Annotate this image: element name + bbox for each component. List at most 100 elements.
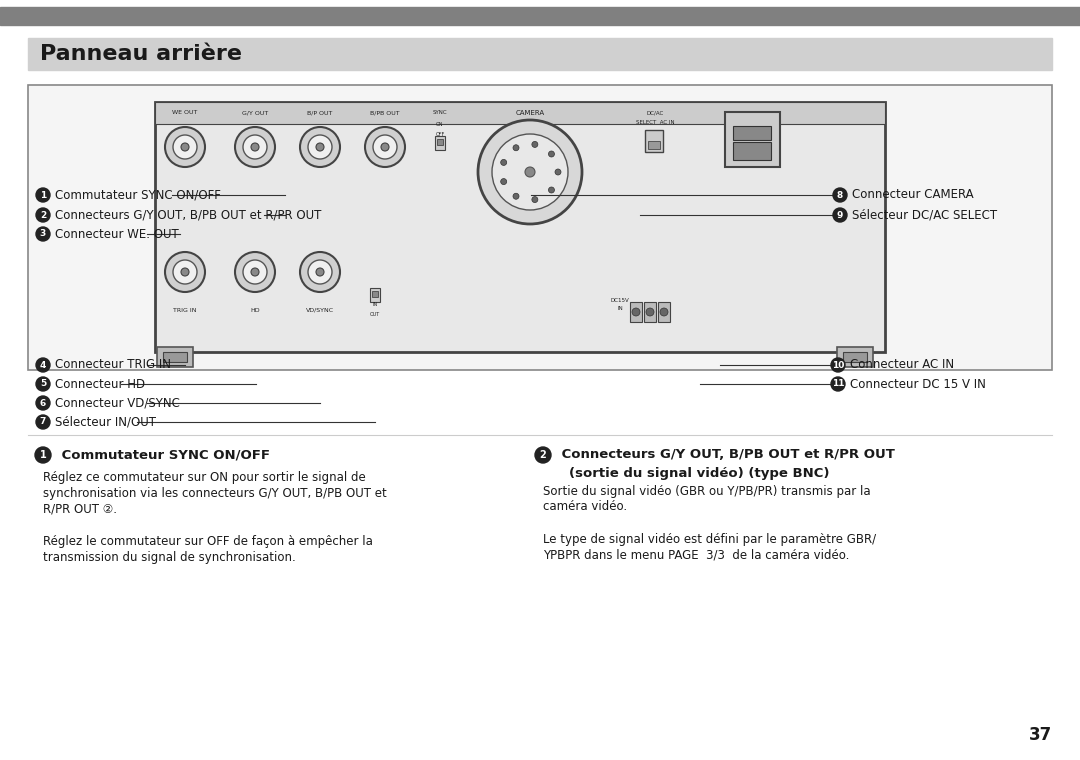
Text: ON: ON xyxy=(436,122,444,126)
Circle shape xyxy=(181,268,189,276)
Text: 3: 3 xyxy=(40,230,46,239)
Text: 8: 8 xyxy=(837,191,843,200)
Circle shape xyxy=(660,308,669,316)
Text: SELECT  AC IN: SELECT AC IN xyxy=(636,119,674,125)
Bar xyxy=(370,288,380,302)
Bar xyxy=(0,7,1080,25)
Circle shape xyxy=(831,377,845,391)
Text: TRIG IN: TRIG IN xyxy=(173,308,197,312)
Circle shape xyxy=(165,252,205,292)
Text: 10: 10 xyxy=(832,360,845,369)
Text: B/PB OUT: B/PB OUT xyxy=(370,110,400,116)
Circle shape xyxy=(36,396,50,410)
Circle shape xyxy=(525,167,535,177)
Circle shape xyxy=(36,208,50,222)
Circle shape xyxy=(492,134,568,210)
Text: HD: HD xyxy=(251,308,260,312)
Text: transmission du signal de synchronisation.: transmission du signal de synchronisatio… xyxy=(43,550,296,563)
Circle shape xyxy=(833,208,847,222)
Circle shape xyxy=(632,308,640,316)
Circle shape xyxy=(251,268,259,276)
Text: 6: 6 xyxy=(40,398,46,407)
Circle shape xyxy=(308,260,332,284)
Circle shape xyxy=(243,260,267,284)
Circle shape xyxy=(531,197,538,203)
Bar xyxy=(843,352,867,362)
Text: Connecteur AC IN: Connecteur AC IN xyxy=(850,359,954,372)
Text: DC/AC: DC/AC xyxy=(646,110,663,116)
Bar xyxy=(630,302,642,322)
Text: 11: 11 xyxy=(832,379,845,388)
Text: 5: 5 xyxy=(40,379,46,388)
Text: Connecteur DC 15 V IN: Connecteur DC 15 V IN xyxy=(850,378,986,391)
Text: OFF: OFF xyxy=(435,131,445,137)
Text: WE OUT: WE OUT xyxy=(173,110,198,116)
Bar xyxy=(435,136,445,150)
Bar xyxy=(156,102,885,124)
Text: Sortie du signal vidéo (GBR ou Y/PB/PR) transmis par la: Sortie du signal vidéo (GBR ou Y/PB/PR) … xyxy=(543,485,870,498)
Text: G/Y OUT: G/Y OUT xyxy=(242,110,268,116)
Circle shape xyxy=(501,179,507,185)
Circle shape xyxy=(365,127,405,167)
Circle shape xyxy=(381,143,389,151)
Circle shape xyxy=(36,227,50,241)
Text: Réglez ce commutateur sur ON pour sortir le signal de: Réglez ce commutateur sur ON pour sortir… xyxy=(43,470,366,483)
Text: 9: 9 xyxy=(837,211,843,220)
Text: 1: 1 xyxy=(40,191,46,200)
Circle shape xyxy=(173,260,197,284)
Bar xyxy=(372,291,378,297)
Circle shape xyxy=(251,143,259,151)
Bar xyxy=(725,112,780,167)
Text: CAMERA: CAMERA xyxy=(515,110,544,116)
Circle shape xyxy=(35,447,51,463)
Text: 2: 2 xyxy=(540,450,546,460)
Text: caméra vidéo.: caméra vidéo. xyxy=(543,501,627,514)
Text: YPBPR dans le menu PAGE  3/3  de la caméra vidéo.: YPBPR dans le menu PAGE 3/3 de la caméra… xyxy=(543,549,849,562)
Circle shape xyxy=(36,415,50,429)
Circle shape xyxy=(833,188,847,202)
Circle shape xyxy=(181,143,189,151)
Text: Sélecteur DC/AC SELECT: Sélecteur DC/AC SELECT xyxy=(852,208,997,221)
Circle shape xyxy=(308,135,332,159)
Text: Le type de signal vidéo est défini par le paramètre GBR/: Le type de signal vidéo est défini par l… xyxy=(543,533,876,546)
Bar xyxy=(733,142,771,160)
Circle shape xyxy=(173,135,197,159)
Bar xyxy=(644,302,656,322)
Circle shape xyxy=(531,141,538,147)
Circle shape xyxy=(316,143,324,151)
Circle shape xyxy=(300,127,340,167)
Circle shape xyxy=(513,193,519,199)
Text: Connecteur HD: Connecteur HD xyxy=(55,378,145,391)
Text: 37: 37 xyxy=(1028,726,1052,744)
Circle shape xyxy=(535,447,551,463)
Text: Commutateur SYNC ON/OFF: Commutateur SYNC ON/OFF xyxy=(57,448,270,461)
Text: 7: 7 xyxy=(40,417,46,426)
Text: 2: 2 xyxy=(40,211,46,220)
Bar xyxy=(437,139,443,145)
Text: Réglez le commutateur sur OFF de façon à empêcher la: Réglez le commutateur sur OFF de façon à… xyxy=(43,534,373,547)
Circle shape xyxy=(513,144,519,150)
Circle shape xyxy=(316,268,324,276)
Circle shape xyxy=(165,127,205,167)
Circle shape xyxy=(646,308,654,316)
Text: Connecteur VD/SYNC: Connecteur VD/SYNC xyxy=(55,397,180,410)
Circle shape xyxy=(36,358,50,372)
Text: Connecteur WE. OUT: Connecteur WE. OUT xyxy=(55,227,179,240)
Bar xyxy=(28,85,1052,370)
Text: 1: 1 xyxy=(40,450,46,460)
Bar xyxy=(658,302,670,322)
Text: R/PR OUT ②.: R/PR OUT ②. xyxy=(43,502,117,515)
Text: Connecteurs G/Y OUT, B/PB OUT et R/PR OUT: Connecteurs G/Y OUT, B/PB OUT et R/PR OU… xyxy=(557,448,895,461)
Text: Panneau arrière: Panneau arrière xyxy=(40,44,242,64)
Circle shape xyxy=(549,151,554,157)
Circle shape xyxy=(555,169,561,175)
Circle shape xyxy=(831,358,845,372)
Bar xyxy=(648,141,660,149)
Text: OUT: OUT xyxy=(369,312,380,316)
Circle shape xyxy=(478,120,582,224)
Circle shape xyxy=(36,188,50,202)
Text: Sélecteur IN/OUT: Sélecteur IN/OUT xyxy=(55,416,156,429)
Text: Commutateur SYNC ON/OFF: Commutateur SYNC ON/OFF xyxy=(55,188,221,201)
Text: 4: 4 xyxy=(40,360,46,369)
Circle shape xyxy=(36,377,50,391)
